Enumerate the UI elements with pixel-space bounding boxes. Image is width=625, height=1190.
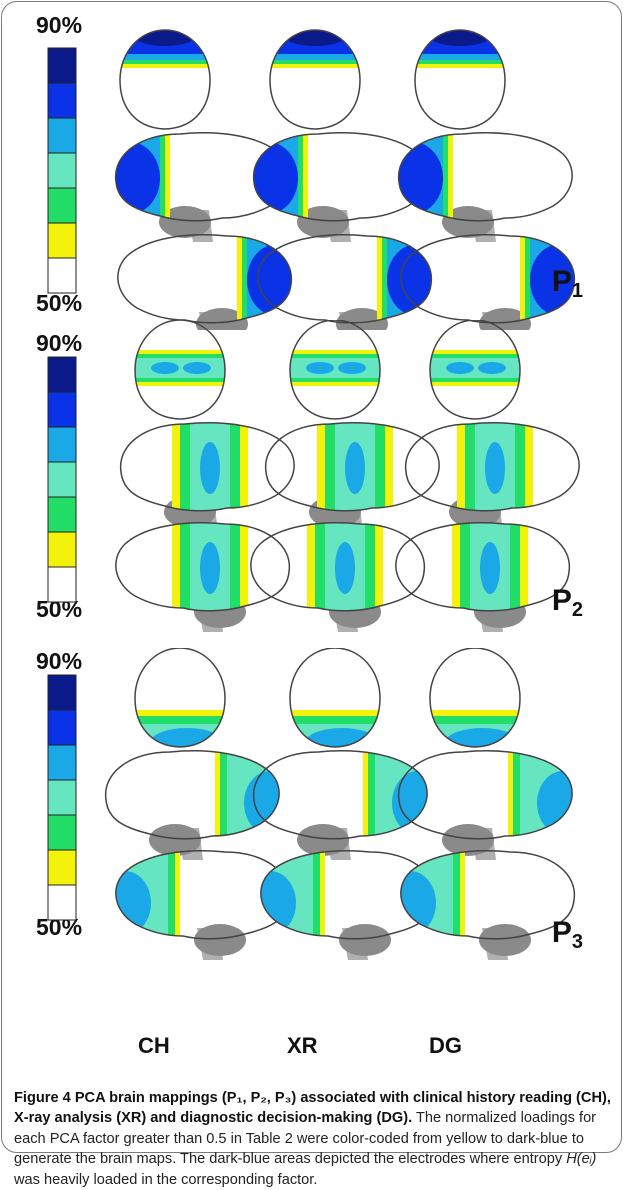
brain-maps-p2 [47, 320, 580, 632]
column-label-xr: XR [287, 1033, 318, 1058]
panel-p3: 90% 50% P3 [30, 648, 625, 1028]
panel-p1: 90% 50% P1 [30, 0, 625, 330]
scale-min-label: 50% [36, 290, 83, 316]
figure-caption: Figure 4 PCA brain mappings (P₁, P₂, P₃)… [14, 1088, 612, 1190]
colorbar [47, 356, 77, 603]
figure-frame [1, 1, 622, 1153]
factor-label-p3: P3 [551, 916, 583, 953]
brain-map-ch-right [117, 234, 293, 330]
factor-label-p2: P2 [551, 584, 583, 621]
brain-map-xr-top [269, 29, 361, 130]
brain-maps-p1 [47, 29, 576, 330]
caption-math: H(eᵢ) [566, 1151, 597, 1168]
brain-map-dg-top [414, 29, 506, 130]
brain-map-ch-left [104, 750, 280, 860]
brain-map-ch-left [119, 422, 295, 532]
brain-map-xr-right [250, 522, 426, 632]
scale-max-label: 90% [36, 12, 83, 38]
brain-map-ch-right [115, 522, 291, 632]
scale-max-label: 90% [36, 648, 83, 674]
brain-map-ch-top [134, 648, 226, 748]
brain-map-ch-top [119, 29, 211, 130]
brain-map-ch-left [114, 132, 290, 242]
brain-map-xr-right [260, 850, 436, 960]
colorbar [47, 674, 77, 921]
brain-map-dg-top [429, 648, 521, 748]
brain-map-ch-right [115, 850, 291, 960]
brain-map-xr-top [289, 320, 381, 420]
column-label-dg: DG [429, 1033, 462, 1058]
brain-map-xr-top [289, 648, 381, 748]
brain-maps-p3 [47, 648, 576, 960]
brain-map-dg-left [404, 422, 580, 532]
panel-p2: 90% 50% P2 [30, 320, 625, 650]
brain-map-dg-right [395, 522, 571, 632]
brain-map-xr-left [252, 750, 428, 860]
colorbar [47, 47, 77, 294]
brain-map-xr-left [252, 132, 428, 242]
brain-map-dg-top [429, 320, 521, 420]
brain-map-ch-top [134, 320, 226, 420]
brain-map-dg-left [397, 132, 573, 242]
caption-body-2: was heavily loaded in the corresponding … [14, 1171, 318, 1188]
factor-label-p1: P1 [551, 265, 583, 302]
brain-map-xr-left [264, 422, 440, 532]
brain-map-dg-right [400, 850, 576, 960]
column-label-ch: CH [138, 1033, 170, 1058]
scale-max-label: 90% [36, 330, 83, 356]
brain-map-dg-left [397, 750, 573, 860]
caption-title: Figure 4 PCA brain mappings (P₁, P₂, P₃)… [14, 1090, 611, 1127]
